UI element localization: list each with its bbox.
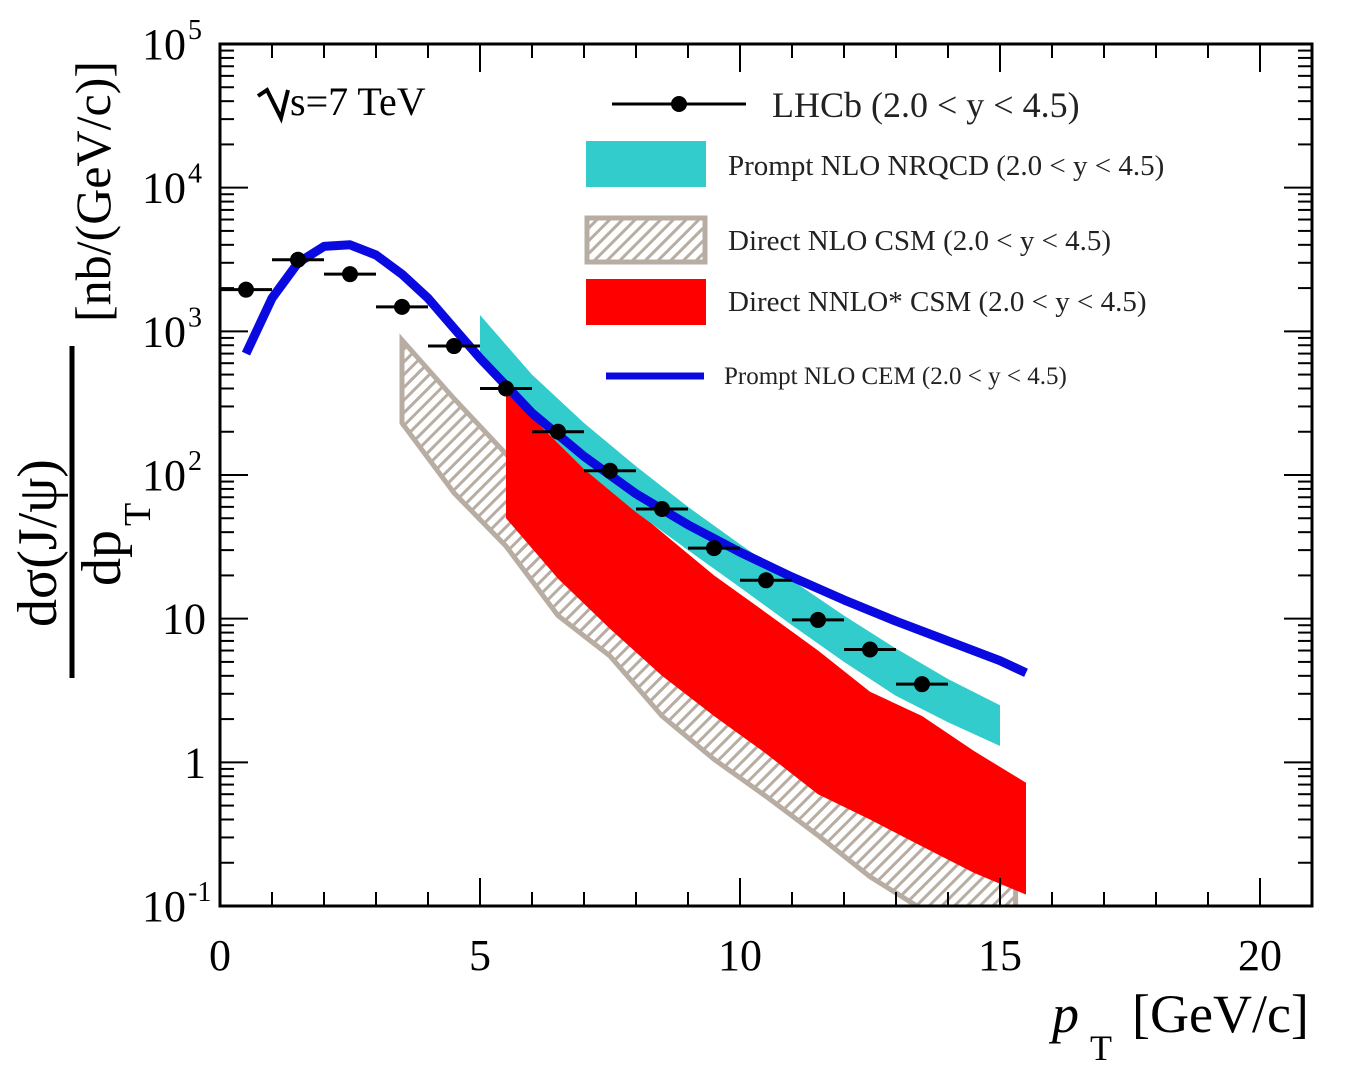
y-axis-title-denominator: dp <box>71 530 133 586</box>
legend-item-nnlo-csm: Direct NNLO* CSM (2.0 < y < 4.5) <box>586 279 1147 325</box>
legend-label-cem: Prompt NLO CEM (2.0 < y < 4.5) <box>724 363 1067 390</box>
band-prompt-nlo-nrqcd-2-0-y-4-5 <box>480 315 1000 746</box>
legend-label-lhcb: LHCb (2.0 < y < 4.5) <box>772 85 1080 125</box>
data-point-8 <box>636 500 688 517</box>
legend-marker-lhcb <box>671 96 687 112</box>
data-point-10 <box>740 572 792 589</box>
x-axis-title: p T [GeV/c] <box>1048 984 1309 1068</box>
legend-item-lhcb: LHCb (2.0 < y < 4.5) <box>612 85 1080 125</box>
x-axis-title-main: p <box>1048 984 1079 1044</box>
y-tick-label-exponent: -1 <box>188 877 211 908</box>
data-point-marker-5 <box>498 380 514 397</box>
y-axis-title-denominator-sub: T <box>117 503 159 526</box>
data-point-marker-1 <box>290 251 306 268</box>
data-point-marker-4 <box>446 338 462 355</box>
data-point-marker-7 <box>602 462 618 479</box>
y-tick-label-exponent: 2 <box>188 446 202 477</box>
x-axis-title-units: [GeV/c] <box>1132 984 1309 1044</box>
data-point-7 <box>584 462 636 479</box>
y-axis-title-units: [nb/(GeV/c)] <box>65 61 121 322</box>
theory-bands <box>399 315 1026 906</box>
y-axis-title: dσ(J/ψ) dp T [nb/(GeV/c)] <box>7 61 159 678</box>
line-prompt-nlo-cem-2-0-y-4-5 <box>241 240 1028 677</box>
y-tick-label: 10 <box>142 164 186 213</box>
x-tick-label: 5 <box>469 931 491 980</box>
data-point-marker-12 <box>862 641 878 658</box>
y-tick-label-exponent: 4 <box>188 159 202 190</box>
legend-label-nlo-csm: Direct NLO CSM (2.0 < y < 4.5) <box>728 225 1111 257</box>
y-tick-label-exponent: 5 <box>188 15 202 46</box>
legend-swatch-nnlo-csm <box>586 279 706 325</box>
x-tick-label: 0 <box>209 931 231 980</box>
legend-swatch-nlo-csm <box>584 215 708 265</box>
data-point-marker-8 <box>654 500 670 517</box>
x-axis-title-sub: T <box>1090 1028 1112 1068</box>
legend: LHCb (2.0 < y < 4.5) Prompt NLO NRQCD (2… <box>584 85 1164 390</box>
legend-item-cem: Prompt NLO CEM (2.0 < y < 4.5) <box>606 363 1067 390</box>
data-point-marker-3 <box>394 298 410 315</box>
y-tick-label: 10 <box>142 451 186 500</box>
data-point-2 <box>324 266 376 283</box>
data-point-marker-9 <box>706 540 722 557</box>
data-point-12 <box>844 641 896 658</box>
data-point-9 <box>688 540 740 557</box>
x-tick-label: 20 <box>1238 931 1282 980</box>
sqrt-icon <box>256 87 290 124</box>
data-point-13 <box>896 676 948 693</box>
data-point-marker-6 <box>550 423 566 440</box>
legend-item-nrqcd: Prompt NLO NRQCD (2.0 < y < 4.5) <box>586 141 1164 187</box>
legend-label-nrqcd: Prompt NLO NRQCD (2.0 < y < 4.5) <box>728 150 1164 182</box>
data-point-1 <box>272 251 324 268</box>
y-tick-label: 10 <box>142 882 186 931</box>
y-tick-label: 10 <box>142 20 186 69</box>
legend-swatch-nrqcd <box>586 141 706 187</box>
data-point-marker-10 <box>758 572 774 589</box>
energy-annotation: s=7 TeV <box>256 79 426 124</box>
y-tick-label: 10 <box>142 307 186 356</box>
data-point-marker-13 <box>914 676 930 693</box>
y-tick-label-exponent: 3 <box>188 302 202 333</box>
theory-line <box>241 240 1028 677</box>
data-points <box>220 251 948 693</box>
energy-label: s=7 TeV <box>290 79 426 124</box>
y-tick-label: 10 <box>162 595 206 644</box>
y-axis-title-numerator: dσ(J/ψ) <box>7 459 69 627</box>
data-point-marker-11 <box>810 611 826 628</box>
axis-ticks <box>219 44 1313 907</box>
y-tick-label: 1 <box>184 738 206 787</box>
data-point-3 <box>376 298 428 315</box>
legend-label-nnlo-csm: Direct NNLO* CSM (2.0 < y < 4.5) <box>728 286 1147 318</box>
data-point-11 <box>792 611 844 628</box>
x-tick-label: 15 <box>978 931 1022 980</box>
legend-item-nlo-csm: Direct NLO CSM (2.0 < y < 4.5) <box>584 215 1111 265</box>
data-point-marker-0 <box>238 281 254 298</box>
data-point-5 <box>480 380 532 397</box>
data-point-marker-2 <box>342 266 358 283</box>
data-point-4 <box>428 338 480 355</box>
band-direct-nnlo-csm-2-0-y-4-5 <box>506 391 1026 895</box>
x-tick-label: 10 <box>718 931 762 980</box>
data-point-6 <box>532 423 584 440</box>
data-point-0 <box>220 281 272 298</box>
